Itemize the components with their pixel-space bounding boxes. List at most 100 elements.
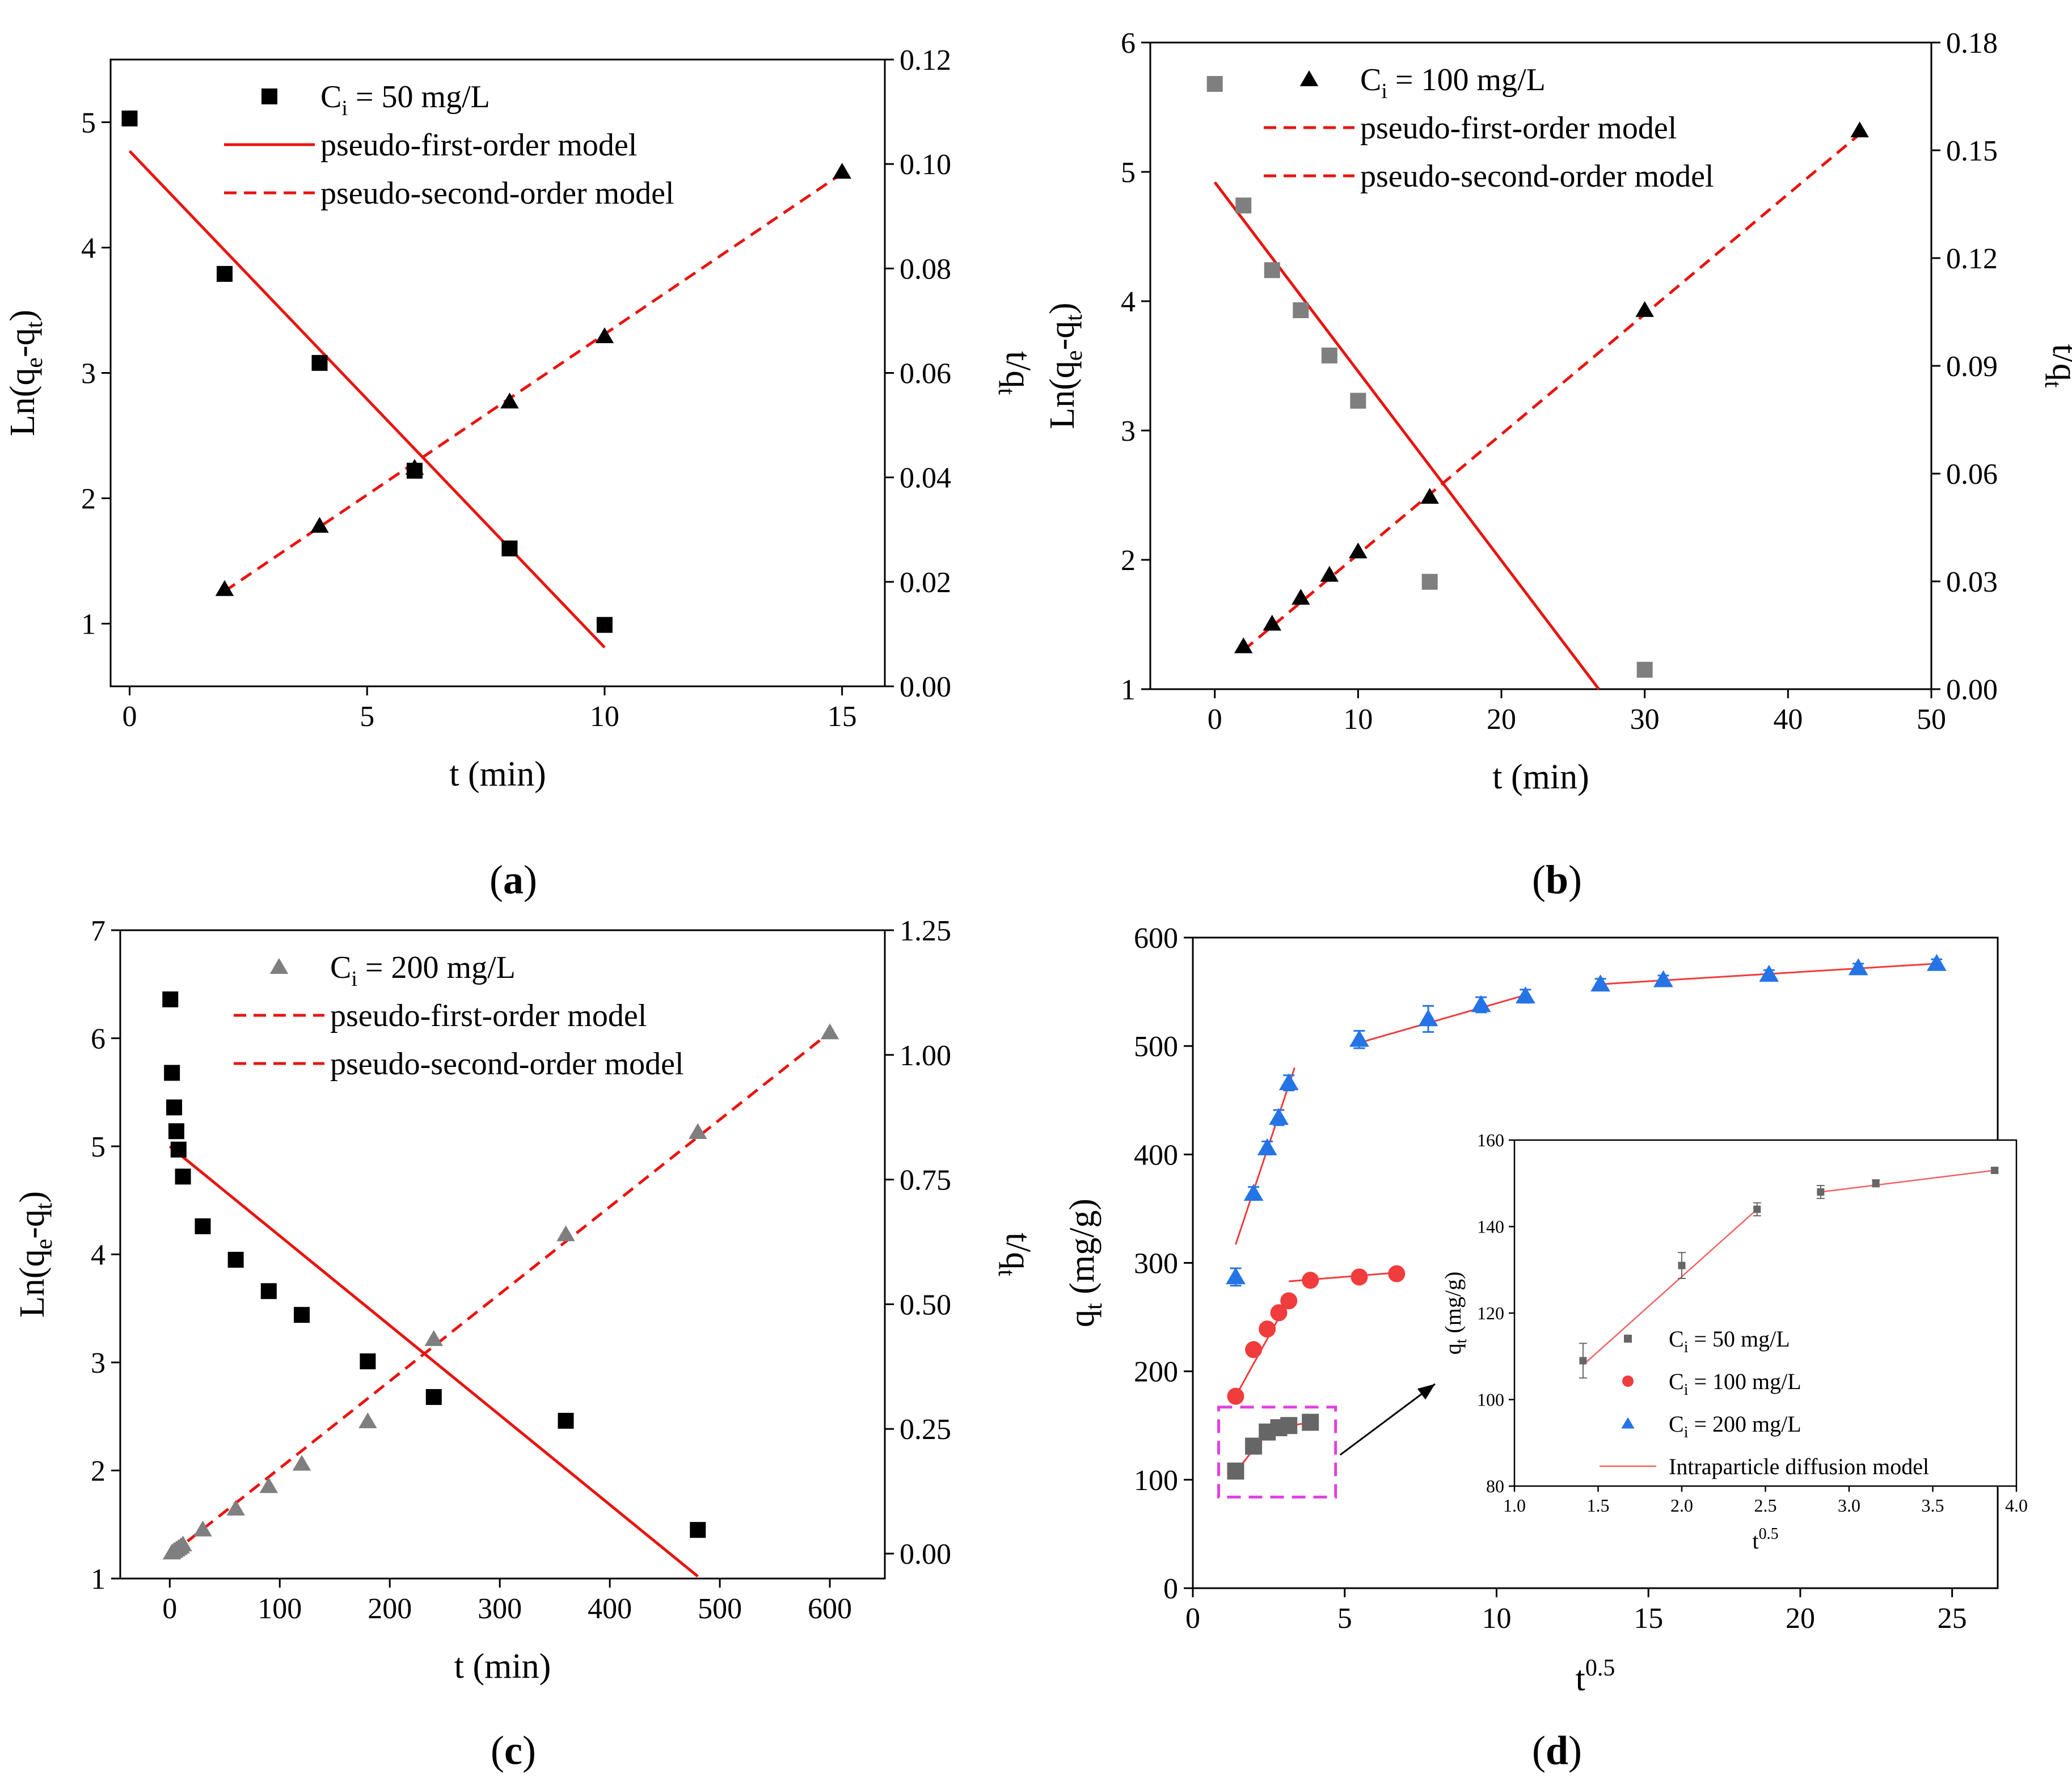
- y-right-tick-label: 0.12: [1946, 243, 1998, 275]
- y-right-tick-label: 0.50: [900, 1289, 951, 1321]
- inset-x-tick-label: 3.0: [1838, 1495, 1860, 1516]
- y-left-tick-label: 5: [1121, 157, 1136, 189]
- inset-legend-label: Ci = 100 mg/L: [1669, 1369, 1801, 1399]
- legend-label: pseudo-first-order model: [330, 998, 647, 1033]
- x-tick-label: 200: [368, 1593, 412, 1625]
- data-point-square: [425, 1389, 442, 1405]
- y-right-tick-label: 0.08: [900, 253, 951, 285]
- inset-y-tick-label: 100: [1477, 1390, 1504, 1410]
- y-tick-label: 0: [1163, 1573, 1178, 1605]
- data-point-triangle: [1243, 1184, 1264, 1201]
- data-point-triangle: [292, 1454, 311, 1471]
- data-point-triangle: [1349, 542, 1368, 559]
- y-left-axis-label: Ln(qe-qt): [1043, 302, 1087, 429]
- x-tick-label: 300: [478, 1593, 522, 1625]
- data-point-square: [121, 110, 138, 126]
- data-point-circle: [1245, 1341, 1263, 1358]
- data-point-triangle: [1515, 986, 1535, 1004]
- data-point-square: [1321, 347, 1337, 364]
- y-right-tick-label: 0.00: [900, 671, 951, 703]
- y-tick-label: 400: [1134, 1139, 1178, 1171]
- data-point-square: [195, 1218, 211, 1234]
- x-tick-label: 0: [122, 701, 137, 733]
- x-tick-label: 10: [1343, 703, 1373, 736]
- data-point-square: [227, 1252, 244, 1268]
- y-right-tick-label: 1.25: [900, 915, 951, 947]
- data-point-circle: [1227, 1387, 1244, 1405]
- data-point-triangle: [174, 1535, 192, 1552]
- legend-label: Ci = 50 mg/L: [320, 79, 490, 120]
- inset-data-point: [1872, 1179, 1880, 1187]
- y-right-tick-label: 0.09: [1946, 351, 1998, 383]
- x-axis-label: t0.5: [1576, 1655, 1615, 1698]
- x-tick-label: 5: [1337, 1602, 1352, 1635]
- inset-x-tick-label: 3.5: [1922, 1495, 1944, 1516]
- legend-label: Ci = 100 mg/L: [1360, 62, 1546, 103]
- y-right-axis-label: t/qt: [2040, 344, 2072, 387]
- inset-legend-label: Ci = 200 mg/L: [1669, 1411, 1801, 1441]
- y-left-tick-label: 4: [81, 233, 96, 265]
- x-axis-label: t (min): [454, 1647, 551, 1686]
- y-right-tick-label: 0.00: [900, 1538, 951, 1571]
- data-point-triangle: [833, 163, 851, 179]
- panel-label-d: (d): [1532, 1728, 1582, 1773]
- x-tick-label: 600: [808, 1593, 852, 1625]
- x-tick-label: 5: [360, 701, 374, 733]
- data-point-square: [294, 1307, 310, 1323]
- y-left-tick-label: 5: [81, 107, 96, 140]
- data-point-triangle: [405, 459, 424, 475]
- data-point-triangle: [1926, 953, 1947, 971]
- y-left-tick-label: 6: [1121, 27, 1136, 60]
- x-tick-label: 50: [1917, 703, 1946, 736]
- data-point-square: [1235, 197, 1252, 214]
- panel-label-c: (c): [491, 1728, 536, 1773]
- data-point-triangle: [1848, 958, 1868, 976]
- data-point-triangle: [1257, 1138, 1277, 1155]
- x-tick-label: 0: [1208, 703, 1222, 736]
- data-point-square: [175, 1168, 191, 1185]
- data-point-square: [1421, 573, 1438, 590]
- y-right-axis-label: t/qt: [993, 351, 1037, 395]
- x-tick-label: 15: [828, 701, 857, 733]
- x-tick-label: 400: [588, 1593, 632, 1625]
- y-right-tick-label: 0.18: [1946, 27, 1998, 60]
- y-tick-label: 300: [1134, 1248, 1178, 1280]
- x-tick-label: 20: [1786, 1602, 1815, 1635]
- y-left-tick-label: 5: [91, 1131, 106, 1163]
- x-tick-label: 30: [1630, 703, 1660, 736]
- inset-data-point: [1817, 1188, 1825, 1196]
- inset-y-tick-label: 120: [1477, 1303, 1504, 1323]
- data-point-triangle: [1292, 589, 1310, 605]
- x-tick-label: 10: [590, 701, 619, 733]
- x-tick-label: 15: [1634, 1602, 1663, 1635]
- data-point-triangle: [1263, 614, 1282, 631]
- x-axis-label: t (min): [449, 755, 546, 794]
- data-point-circle: [1280, 1292, 1298, 1310]
- inset-x-tick-label: 2.0: [1670, 1495, 1693, 1516]
- inset-y-axis-label: qt (mg/g): [1440, 1272, 1470, 1355]
- data-point-triangle: [1590, 974, 1611, 992]
- data-point-square: [1636, 661, 1653, 678]
- y-left-tick-label: 4: [1121, 286, 1136, 318]
- data-point-square: [1293, 302, 1309, 318]
- y-left-tick-label: 2: [91, 1455, 106, 1488]
- inset-legend-marker: [1622, 1375, 1634, 1387]
- inset-fit-line: [1820, 1170, 1995, 1193]
- x-tick-label: 20: [1487, 703, 1516, 736]
- inset-frame: [1513, 1139, 2018, 1487]
- inset-data-point: [1678, 1261, 1686, 1269]
- panel-c: 0 100 200 300 400 500 600 1 2 3 4 5 6 7 0.00 0.25 0.50 0.…: [13, 915, 1037, 1686]
- y-right-tick-label: 0.00: [1946, 674, 1998, 706]
- inset-y-tick-label: 140: [1477, 1217, 1504, 1237]
- y-left-tick-label: 1: [81, 609, 96, 641]
- data-point-triangle: [1278, 1073, 1299, 1090]
- legend-label: pseudo-second-order model: [320, 176, 674, 211]
- inset-x-tick-label: 2.5: [1754, 1495, 1777, 1516]
- inset-y-tick-label: 80: [1486, 1476, 1504, 1496]
- x-tick-label: 0: [1185, 1602, 1200, 1635]
- panel-label-b: (b): [1532, 857, 1582, 902]
- data-point-square: [260, 1283, 277, 1299]
- data-point-triangle: [500, 393, 519, 409]
- y-left-tick-label: 6: [91, 1023, 106, 1056]
